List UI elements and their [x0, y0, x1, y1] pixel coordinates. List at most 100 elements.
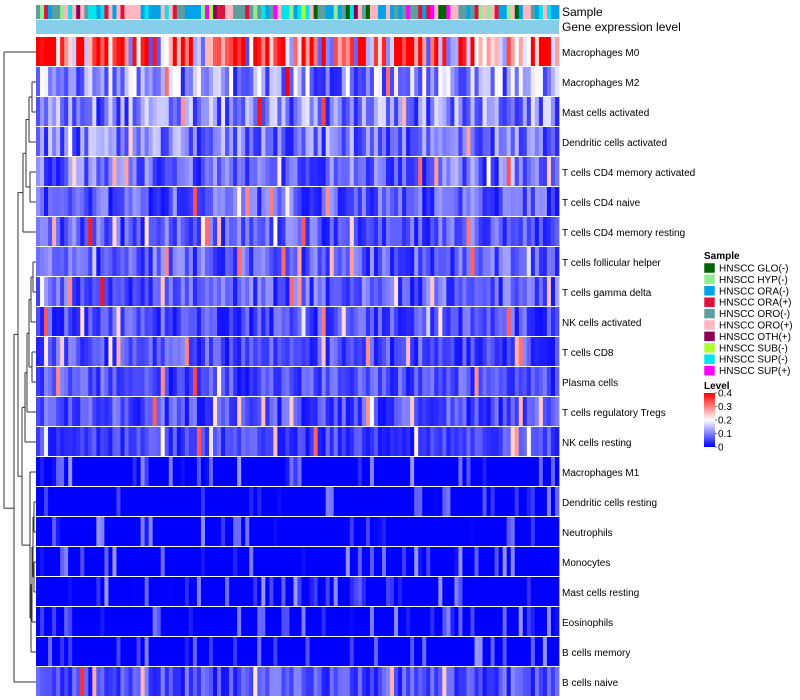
heatmap-cell	[325, 157, 331, 186]
heatmap-cell	[554, 247, 560, 276]
heatmap-cell	[293, 277, 298, 306]
heatmap-cell	[92, 67, 97, 96]
heatmap-cell	[168, 427, 174, 456]
heatmap-cell	[458, 37, 463, 66]
heatmap-cell	[208, 277, 214, 306]
sample-annotation-cell	[72, 5, 77, 19]
heatmap-cell	[321, 457, 327, 486]
heatmap-cell	[249, 367, 254, 396]
heatmap-cell	[369, 637, 375, 666]
heatmap-cell	[293, 127, 298, 156]
heatmap-cell	[72, 427, 77, 456]
heatmap-cell	[144, 547, 150, 576]
heatmap-cell	[321, 517, 327, 546]
heatmap-cell	[442, 97, 447, 126]
heatmap-cell	[36, 517, 41, 546]
heatmap-cell	[200, 607, 206, 636]
heatmap-cell	[402, 157, 407, 186]
heatmap-cell	[148, 157, 154, 186]
heatmap-cell	[253, 67, 258, 96]
heatmap-cell	[446, 277, 451, 306]
heatmap-cell	[84, 187, 89, 216]
heatmap-cell	[213, 37, 218, 66]
heatmap-cell	[168, 667, 174, 696]
heatmap-cell	[233, 157, 238, 186]
heatmap-cell	[148, 67, 154, 96]
heatmap-cell	[325, 607, 331, 636]
heatmap-cell	[257, 187, 262, 216]
heatmap-cell	[96, 427, 101, 456]
heatmap-cell	[381, 127, 387, 156]
heatmap-cell	[309, 547, 314, 576]
heatmap-cell	[321, 127, 327, 156]
heatmap-cell	[349, 67, 355, 96]
heatmap-cell	[257, 547, 262, 576]
heatmap-cell	[269, 427, 274, 456]
heatmap-cell	[522, 277, 528, 306]
heatmap-cell	[76, 307, 81, 336]
heatmap-cell	[237, 277, 242, 306]
heatmap-cell	[160, 217, 166, 246]
heatmap-cell	[36, 277, 41, 306]
heatmap-cell	[156, 367, 162, 396]
heatmap-cell	[192, 337, 198, 366]
heatmap-cell	[530, 547, 536, 576]
heatmap-cell	[76, 187, 81, 216]
heatmap-cell	[365, 67, 371, 96]
heatmap-cell	[534, 67, 540, 96]
heatmap-cell	[128, 367, 133, 396]
heatmap-cell	[245, 517, 250, 546]
heatmap-cell	[249, 457, 254, 486]
heatmap-cell	[422, 97, 427, 126]
sample-legend-swatch	[703, 308, 716, 319]
heatmap-cell	[116, 607, 121, 636]
heatmap-cell	[136, 637, 141, 666]
heatmap-cell	[538, 607, 544, 636]
heatmap-cell	[36, 547, 41, 576]
heatmap-cell	[454, 487, 459, 516]
heatmap-cell	[518, 637, 524, 666]
heatmap-cell	[156, 97, 162, 126]
heatmap-cell	[217, 127, 222, 156]
heatmap-cell	[100, 67, 105, 96]
heatmap-cell	[104, 637, 109, 666]
heatmap-cell	[414, 517, 419, 546]
heatmap-cell	[184, 457, 190, 486]
heatmap-cell	[341, 457, 347, 486]
heatmap-cell	[538, 307, 544, 336]
heatmap-cell	[534, 367, 540, 396]
heatmap-cell	[373, 607, 379, 636]
heatmap-cell	[164, 157, 170, 186]
heatmap-cell	[458, 457, 463, 486]
heatmap-cell	[353, 337, 359, 366]
heatmap-cell	[341, 187, 347, 216]
heatmap-cell	[502, 157, 508, 186]
heatmap-cell	[317, 127, 323, 156]
sample-annotation-cell	[104, 5, 109, 19]
sample-annotation-cell	[56, 5, 61, 19]
heatmap-cell	[402, 277, 407, 306]
heatmap-cell	[406, 247, 411, 276]
heatmap-cell	[526, 517, 532, 546]
heatmap-cell	[394, 577, 399, 606]
heatmap-cell	[341, 67, 347, 96]
heatmap-cell	[112, 667, 117, 696]
heatmap-cell	[148, 487, 154, 516]
heatmap-cell	[229, 367, 234, 396]
heatmap-cell	[204, 307, 210, 336]
heatmap-cell	[390, 517, 395, 546]
heatmap-cell	[554, 457, 560, 486]
heatmap-cell	[116, 667, 121, 696]
heatmap-cell	[92, 307, 97, 336]
heatmap-cell	[309, 457, 314, 486]
heatmap-cell	[188, 307, 194, 336]
heatmap-cell	[44, 457, 49, 486]
heatmap-cell	[313, 397, 319, 426]
heatmap-cell	[498, 127, 504, 156]
heatmap-cell	[184, 97, 190, 126]
heatmap-cell	[204, 277, 210, 306]
heatmap-cell	[390, 577, 395, 606]
heatmap-cell	[309, 577, 314, 606]
heatmap-cell	[40, 427, 45, 456]
